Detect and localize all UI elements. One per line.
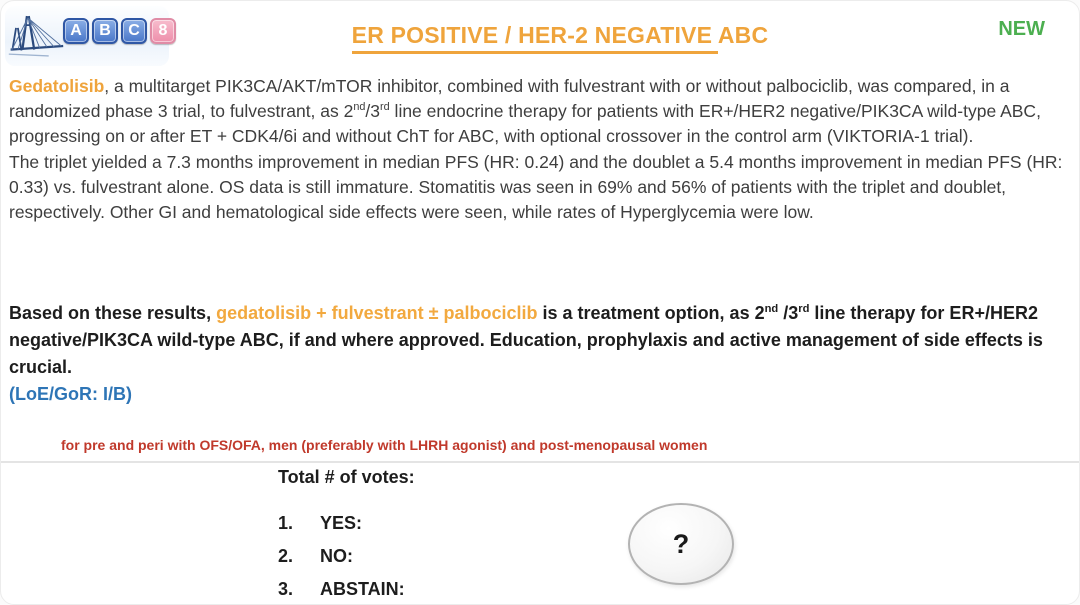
results-paragraph: The triplet yielded a 7.3 months improve… bbox=[9, 151, 1063, 223]
drug-name-gedatolisib: Gedatolisib bbox=[9, 76, 105, 96]
recommendation-text: line therapy for ER+/HER2 negative/PIK3C… bbox=[9, 303, 1043, 377]
superscript: rd bbox=[380, 101, 390, 114]
vote-item-yes: 1. YES: bbox=[278, 513, 415, 534]
recommendation-text: is a treatment option, as 2 bbox=[537, 303, 765, 323]
title-tail: ABC bbox=[717, 22, 769, 48]
logo-letter-tile: B bbox=[92, 18, 118, 44]
votes-heading: Total # of votes: bbox=[278, 467, 415, 487]
bridge-icon bbox=[7, 12, 65, 65]
summary-text: , a multitarget PIK3CA/AKT/mTOR inhibito… bbox=[9, 76, 1010, 122]
section-divider bbox=[1, 461, 1079, 463]
vote-item-label: YES: bbox=[320, 513, 363, 533]
superscript: rd bbox=[798, 303, 810, 315]
logo-letter-tile: A bbox=[63, 18, 89, 44]
vote-item-label: ABSTAIN: bbox=[320, 579, 405, 599]
summary-text: /3 bbox=[365, 101, 381, 122]
logo-letter-tile: 8 bbox=[150, 18, 176, 44]
voting-section: Total # of votes: 1. YES: 2. NO: 3. ABST… bbox=[278, 467, 415, 604]
recommendation-paragraph: Based on these results, gedatolisib + fu… bbox=[9, 300, 1043, 381]
vote-item-number: 2. bbox=[278, 546, 294, 566]
recommendation-text: /3 bbox=[778, 303, 799, 323]
vote-item-abstain: 3. ABSTAIN: bbox=[278, 579, 415, 600]
abc8-logo: A B C 8 bbox=[5, 6, 176, 66]
abc8-letter-tiles: A B C 8 bbox=[63, 18, 176, 44]
vote-list: 1. YES: 2. NO: 3. ABSTAIN: bbox=[278, 513, 415, 600]
title-underlined-part: ER POSITIVE / HER-2 NEGATIVE bbox=[351, 22, 718, 54]
vote-item-no: 2. NO: bbox=[278, 546, 415, 567]
vote-item-number: 3. bbox=[278, 579, 294, 599]
new-badge: NEW bbox=[998, 18, 1045, 40]
population-footnote: for pre and peri with OFS/OFA, men (pref… bbox=[61, 437, 708, 453]
summary-text: line endocrine therapy for patients with… bbox=[9, 101, 1041, 147]
vote-item-label: NO: bbox=[320, 546, 353, 566]
loe-gor-label: (LoE/GoR: I/B) bbox=[9, 384, 132, 404]
superscript: nd bbox=[353, 101, 366, 114]
drug-combination-highlight: gedatolisib + fulvestrant ± palbociclib bbox=[216, 303, 538, 323]
page-title: ER POSITIVE / HER-2 NEGATIVE ABC bbox=[161, 22, 959, 54]
superscript: nd bbox=[764, 303, 779, 315]
question-mark: ? bbox=[672, 528, 690, 559]
logo-letter-tile: C bbox=[121, 18, 147, 44]
summary-paragraph: Gedatolisib, a multitarget PIK3CA/AKT/mT… bbox=[9, 74, 1074, 150]
vote-item-number: 1. bbox=[278, 513, 294, 533]
recommendation-text: Based on these results, bbox=[9, 303, 217, 323]
question-bubble: ? bbox=[628, 503, 734, 585]
recommendation-section: Based on these results, gedatolisib + fu… bbox=[9, 300, 1043, 408]
summary-section: Gedatolisib, a multitarget PIK3CA/AKT/mT… bbox=[9, 74, 1074, 225]
